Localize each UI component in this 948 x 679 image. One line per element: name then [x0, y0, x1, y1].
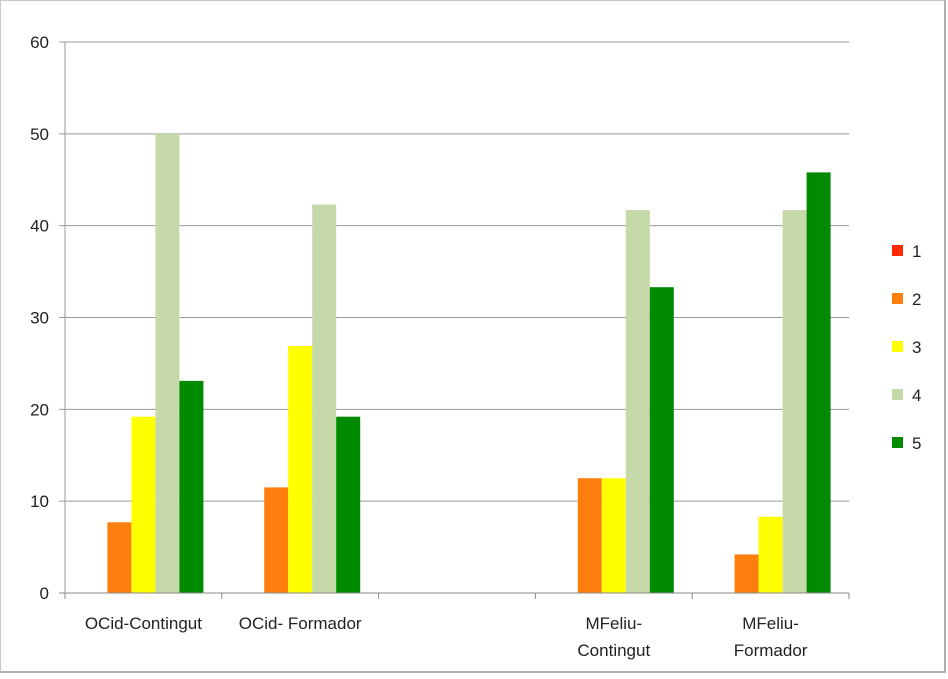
- y-tick-label: 10: [30, 492, 49, 511]
- bar-series-2: [264, 487, 289, 593]
- y-tick-label: 20: [30, 400, 49, 419]
- x-tick-label: OCid- Formador: [239, 614, 362, 633]
- legend-swatch-5: [892, 437, 903, 448]
- bar-series-5: [336, 416, 361, 593]
- legend-swatch-3: [892, 341, 903, 352]
- legend-label: 4: [912, 386, 921, 405]
- bar-series-5: [806, 172, 831, 594]
- x-tick-label: Contingut: [577, 641, 650, 660]
- x-tick-label: MFeliu-: [742, 614, 799, 633]
- x-tick-label: OCid-Contingut: [85, 614, 202, 633]
- bar-series-3: [131, 416, 156, 593]
- legend-label: 5: [912, 434, 921, 453]
- y-tick-label: 30: [30, 309, 49, 328]
- bars: [107, 133, 831, 594]
- bar-series-2: [577, 478, 602, 593]
- bar-series-4: [312, 204, 337, 594]
- legend-swatch-1: [892, 245, 903, 256]
- bar-series-3: [288, 345, 313, 593]
- y-tick-label: 0: [40, 584, 49, 603]
- y-tick-label: 60: [30, 33, 49, 52]
- bar-series-2: [734, 554, 759, 593]
- bar-series-3: [758, 516, 783, 593]
- legend-label: 3: [912, 338, 921, 357]
- x-axis: OCid-Contingut OCid- Formador MFeliu- Conti…: [59, 592, 850, 660]
- legend-label: 1: [912, 242, 921, 261]
- bar-series-3: [601, 478, 626, 593]
- bar-series-5: [649, 287, 674, 593]
- x-tick-label: MFeliu-: [585, 614, 642, 633]
- legend-swatch-4: [892, 389, 903, 400]
- y-tick-label: 40: [30, 217, 49, 236]
- bar-series-4: [155, 133, 180, 594]
- bar-series-2: [107, 522, 132, 593]
- legend-label: 2: [912, 290, 921, 309]
- legend: 1 2 3 4 5: [892, 242, 921, 453]
- legend-swatch-2: [892, 293, 903, 304]
- bar-series-4: [782, 210, 807, 593]
- bar-series-4: [625, 210, 650, 593]
- bar-series-5: [179, 380, 204, 593]
- x-tick-label: Formador: [734, 641, 808, 660]
- y-axis: 0 10 20 30 40 50 60: [30, 33, 66, 603]
- y-tick-label: 50: [30, 125, 49, 144]
